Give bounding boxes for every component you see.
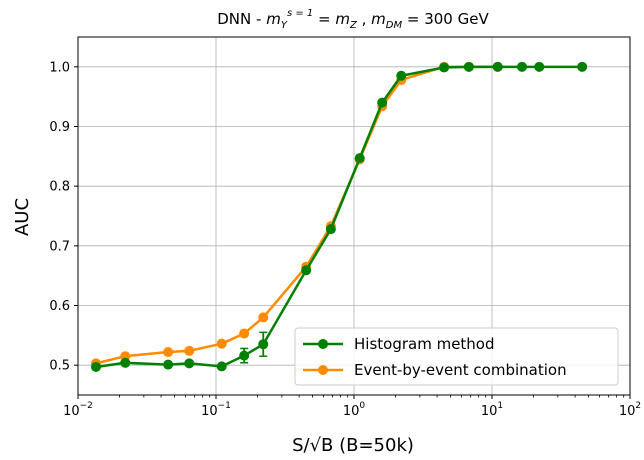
y-tick-label: 0.5 — [49, 359, 70, 374]
x-tick-exponent: 0 — [359, 401, 365, 411]
x-tick-base: 10 — [343, 404, 360, 419]
data-point — [534, 61, 545, 72]
data-point — [463, 61, 474, 72]
series-line — [95, 65, 583, 369]
y-tick-label: 0.6 — [49, 299, 70, 314]
x-tick-label: 10−1 — [201, 401, 231, 419]
x-tick-base: 10 — [63, 404, 80, 419]
data-point — [377, 97, 388, 108]
data-point — [184, 358, 195, 369]
data-point — [439, 62, 450, 73]
data-point — [492, 61, 503, 72]
data-point — [163, 347, 174, 358]
data-point — [239, 328, 250, 339]
legend-marker-event-by-event — [318, 365, 328, 375]
data-point — [163, 359, 174, 370]
x-tick-label: 101 — [481, 401, 503, 419]
data-point — [216, 338, 227, 349]
legend-item-event-by-event: Event-by-event combination — [303, 361, 567, 379]
x-tick-label: 102 — [619, 401, 641, 419]
series-line — [95, 65, 498, 365]
y-axis-label: AUC — [12, 198, 33, 236]
data-point — [90, 361, 101, 372]
x-tick-label: 10−2 — [63, 401, 93, 419]
y-tick-label: 0.7 — [49, 239, 70, 254]
y-tick-label: 1.0 — [49, 60, 70, 75]
x-tick-base: 10 — [481, 404, 498, 419]
legend-label-event-by-event: Event-by-event combination — [354, 361, 567, 379]
legend: Histogram method Event-by-event combinat… — [294, 327, 619, 386]
x-tick-label: 100 — [343, 401, 366, 419]
x-tick-exponent: −1 — [218, 401, 231, 411]
data-point — [301, 265, 312, 276]
legend-box — [294, 327, 619, 386]
x-tick-exponent: −2 — [80, 401, 93, 411]
x-tick-exponent: 2 — [635, 401, 641, 411]
legend-label-histogram: Histogram method — [354, 335, 495, 353]
data-point — [216, 361, 227, 372]
y-tick-label: 0.8 — [49, 180, 70, 195]
x-tick-base: 10 — [619, 404, 636, 419]
data-point — [258, 312, 269, 323]
series-0 — [90, 61, 588, 372]
data-point — [325, 224, 336, 235]
series-1 — [90, 61, 503, 369]
chart-title: DNN - mYs = 1 = mZ , mDM = 300 GeV — [217, 8, 489, 31]
y-tick-label: 0.9 — [49, 120, 70, 135]
x-axis-label: S/√B (B=50k) — [292, 435, 414, 456]
data-point — [258, 339, 269, 350]
data-point — [396, 70, 407, 81]
legend-marker-histogram — [318, 339, 328, 349]
legend-item-histogram: Histogram method — [303, 335, 495, 353]
data-point — [184, 345, 195, 356]
x-tick-base: 10 — [201, 404, 218, 419]
series-layer — [90, 61, 588, 372]
data-point — [354, 153, 365, 164]
data-point — [577, 61, 588, 72]
data-point — [517, 61, 528, 72]
data-point — [239, 350, 250, 361]
x-tick-exponent: 1 — [497, 401, 503, 411]
data-point — [120, 357, 131, 368]
